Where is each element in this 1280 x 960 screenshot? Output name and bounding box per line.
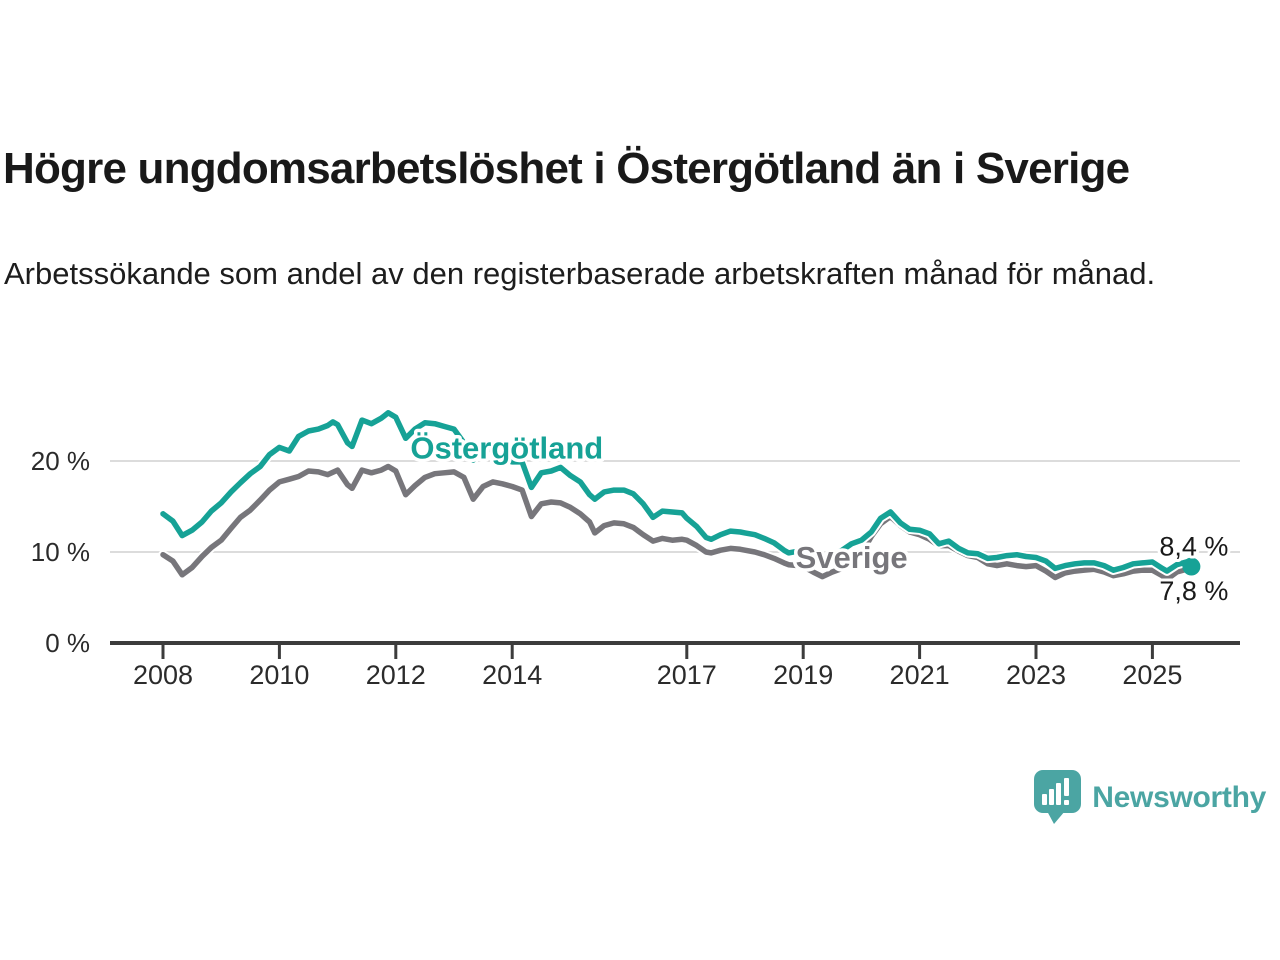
series-line-Östergötland <box>160 410 1195 574</box>
chart-subtitle: Arbetssökande som andel av den registerb… <box>4 256 1156 291</box>
series-label-Sverige: Sverige <box>796 540 908 575</box>
x-tick-label-2021: 2021 <box>890 660 950 690</box>
newsworthy-wordmark: Newsworthy <box>1092 780 1266 814</box>
end-dot-Östergötland <box>1182 557 1201 576</box>
y-tick-label-20: 20 % <box>31 446 90 476</box>
x-tick-label-2010: 2010 <box>249 660 309 690</box>
x-tick-label-2008: 2008 <box>133 660 193 690</box>
series-label-Östergötland: Östergötland <box>410 430 603 465</box>
end-value-label-Sverige: 7,8 % <box>1159 576 1228 606</box>
x-tick-label-2023: 2023 <box>1006 660 1066 690</box>
y-tick-label-10: 10 % <box>31 537 90 567</box>
series-line-Sverige <box>160 463 1195 583</box>
x-tick-label-2017: 2017 <box>657 660 717 690</box>
page-title: Högre ungdomsarbetslöshet i Östergötland… <box>3 144 1130 193</box>
newsworthy-bubble-icon <box>1034 770 1082 824</box>
bar-chart-glyph <box>1042 778 1070 805</box>
end-value-label-Östergötland: 8,4 % <box>1159 532 1228 562</box>
x-tick-label-2025: 2025 <box>1122 660 1182 690</box>
x-tick-label-2014: 2014 <box>482 660 542 690</box>
series-casing-Östergötland <box>158 408 1197 576</box>
newsworthy-logo: Newsworthy <box>1034 770 1266 825</box>
y-tick-label-0: 0 % <box>45 628 90 658</box>
x-tick-label-2012: 2012 <box>366 660 426 690</box>
x-tick-label-2019: 2019 <box>773 660 833 690</box>
